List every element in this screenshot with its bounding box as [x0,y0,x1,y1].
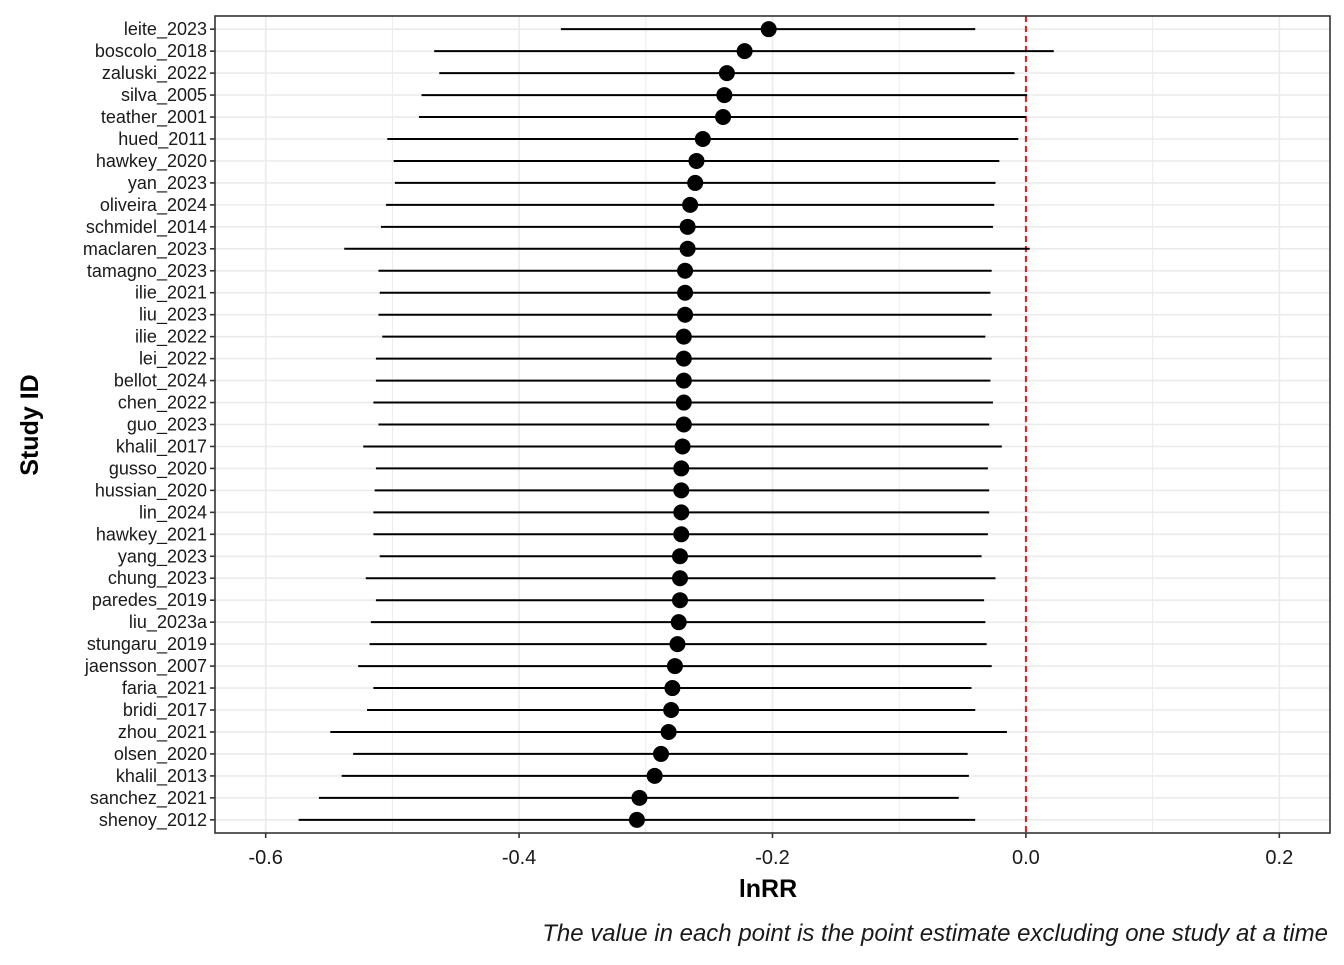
point-shenoy_2012 [628,811,645,828]
point-yan_2023 [687,174,704,191]
y-tick-label: teather_2001 [101,107,207,128]
point-boscolo_2018 [736,43,753,60]
y-tick-label: guo_2023 [127,415,207,436]
y-tick-label: schmidel_2014 [86,217,207,238]
y-tick-label: yang_2023 [118,546,207,567]
point-gusso_2020 [673,460,690,477]
y-tick-label: paredes_2019 [92,590,207,611]
y-tick-label: ilie_2021 [135,283,207,304]
y-tick-label: lei_2022 [139,349,207,370]
y-tick-label: khalil_2013 [116,766,207,787]
point-ilie_2022 [675,328,692,345]
point-teather_2001 [715,109,732,126]
point-zaluski_2022 [718,65,735,82]
y-tick-label: hussian_2020 [95,480,207,501]
point-paredes_2019 [672,592,689,609]
point-chen_2022 [675,394,692,411]
point-hued_2011 [694,130,711,147]
y-tick-label: hued_2011 [118,129,207,150]
point-hawkey_2020 [688,152,705,169]
y-axis-title: Study ID [16,374,44,475]
x-tick-label: -0.6 [248,847,282,869]
point-yang_2023 [672,548,689,565]
point-bridi_2017 [663,702,680,719]
x-axis-title: lnRR [739,875,797,903]
point-jaensson_2007 [666,658,683,675]
y-tick-label: sanchez_2021 [90,788,207,809]
point-lin_2024 [673,504,690,521]
y-tick-label: zaluski_2022 [102,63,207,84]
y-tick-label: bellot_2024 [114,371,207,392]
y-axis: leite_2023boscolo_2018zaluski_2022silva_… [83,19,215,831]
y-tick-label: shenoy_2012 [99,810,207,831]
point-liu_2023 [677,306,694,323]
chart-caption: The value in each point is the point est… [542,920,1328,947]
point-stungaru_2019 [669,636,686,653]
point-zhou_2021 [660,723,677,740]
y-tick-label: ilie_2022 [135,327,207,348]
y-tick-label: maclaren_2023 [83,239,207,260]
point-sanchez_2021 [631,789,648,806]
x-tick-label: 0.2 [1265,847,1293,869]
y-tick-label: lin_2024 [139,502,207,523]
y-tick-label: leite_2023 [124,19,207,40]
y-tick-label: oliveira_2024 [100,195,207,216]
y-tick-label: tamagno_2023 [87,261,207,282]
point-schmidel_2014 [679,218,696,235]
point-hussian_2020 [673,482,690,499]
point-maclaren_2023 [679,240,696,257]
point-lei_2022 [675,350,692,367]
y-tick-label: liu_2023 [139,305,207,326]
y-tick-label: chen_2022 [118,393,207,414]
point-chung_2023 [672,570,689,587]
point-khalil_2013 [646,767,663,784]
point-khalil_2017 [674,438,691,455]
y-tick-label: stungaru_2019 [87,634,207,655]
point-bellot_2024 [675,372,692,389]
y-tick-label: hawkey_2021 [96,524,207,545]
y-tick-label: hawkey_2020 [96,151,207,172]
y-tick-label: boscolo_2018 [95,41,207,62]
point-olsen_2020 [653,745,669,762]
x-axis: -0.6 -0.4 -0.2 0.0 0.2 [248,833,1293,869]
point-estimates [628,21,777,828]
point-oliveira_2024 [682,196,699,213]
point-silva_2005 [716,87,733,104]
y-tick-label: bridi_2017 [123,700,207,721]
x-tick-label: 0.0 [1012,847,1040,869]
y-tick-label: yan_2023 [128,173,207,194]
y-tick-label: olsen_2020 [114,744,207,765]
y-tick-label: jaensson_2007 [84,656,207,677]
point-tamagno_2023 [677,262,694,279]
point-liu_2023a [670,614,687,631]
y-tick-label: chung_2023 [108,568,207,589]
y-tick-label: faria_2021 [122,678,207,699]
x-tick-label: -0.2 [755,847,789,869]
point-guo_2023 [675,416,692,433]
point-hawkey_2021 [673,526,690,543]
y-tick-label: khalil_2017 [116,436,207,457]
point-ilie_2021 [677,284,694,301]
point-leite_2023 [760,21,777,38]
x-tick-label: -0.4 [502,847,536,869]
y-tick-label: gusso_2020 [109,458,207,479]
point-faria_2021 [664,680,681,697]
y-tick-label: silva_2005 [121,85,207,106]
y-tick-label: zhou_2021 [118,722,207,743]
y-tick-label: liu_2023a [129,612,208,633]
